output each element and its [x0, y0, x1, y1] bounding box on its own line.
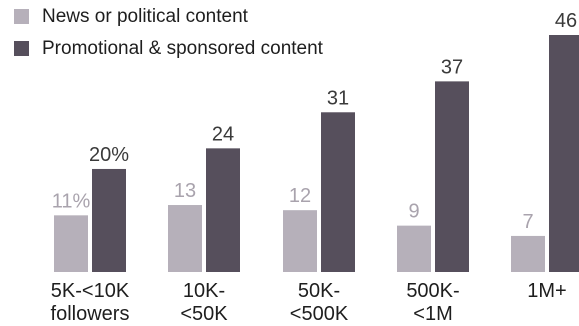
- data-label-news-4: 9: [408, 201, 419, 223]
- data-label-news-5: 7: [522, 211, 533, 233]
- legend-label-promotional: Promotional & sponsored content: [42, 38, 323, 59]
- category-label-4-line-1: 500K-: [406, 280, 459, 302]
- bar-promotional-1: [92, 168, 126, 272]
- data-label-news-1: 11%: [52, 190, 91, 212]
- category-label-2-line-2: <50K: [180, 303, 228, 325]
- bar-promotional-5: [549, 35, 579, 272]
- data-label-promotional-5: 46: [555, 10, 577, 32]
- legend-label-news: News or political content: [42, 6, 248, 27]
- bar-news-1: [54, 215, 88, 272]
- category-label-5: 1M+: [527, 280, 566, 302]
- data-label-news-2: 13: [174, 180, 196, 202]
- category-label-1-line-1: 5K-<10K: [51, 280, 130, 302]
- bar-promotional-2: [206, 148, 240, 272]
- bar-news-2: [168, 205, 202, 272]
- category-label-3-line-1: 50K-: [298, 280, 340, 302]
- legend-swatch-news: [14, 9, 29, 24]
- data-label-promotional-3: 31: [327, 87, 349, 109]
- legend-swatch-promotional: [14, 41, 29, 56]
- category-label-3-line-2: <500K: [290, 303, 349, 325]
- data-label-promotional-4: 37: [441, 56, 463, 78]
- category-label-4-line-2: <1M: [413, 303, 452, 325]
- bar-promotional-4: [435, 81, 469, 272]
- bar-news-5: [511, 235, 545, 272]
- data-label-promotional-1: 20%: [89, 144, 129, 166]
- bar-promotional-3: [321, 112, 355, 272]
- bar-news-4: [397, 225, 431, 272]
- bar-news-3: [283, 210, 317, 272]
- category-label-2-line-1: 10K-: [183, 280, 225, 302]
- data-label-promotional-2: 24: [212, 123, 234, 145]
- category-label-1-line-2: followers: [51, 303, 130, 325]
- data-label-news-3: 12: [289, 185, 311, 207]
